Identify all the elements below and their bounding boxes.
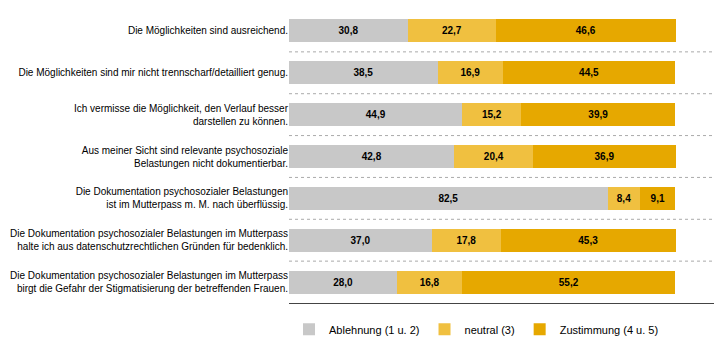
svg-text:39,9: 39,9 (588, 109, 608, 120)
svg-text:45,3: 45,3 (578, 235, 598, 246)
svg-text:16,8: 16,8 (420, 277, 440, 288)
svg-text:Die Dokumentation psychosozial: Die Dokumentation psychosozialer Belastu… (76, 186, 288, 210)
svg-text:36,9: 36,9 (595, 151, 615, 162)
svg-text:16,9: 16,9 (460, 67, 480, 78)
svg-text:neutral (3): neutral (3) (465, 324, 515, 336)
svg-text:8,4: 8,4 (617, 193, 631, 204)
svg-text:46,6: 46,6 (576, 25, 596, 36)
svg-text:44,5: 44,5 (579, 67, 599, 78)
svg-text:15,2: 15,2 (482, 109, 502, 120)
svg-text:Die Möglichkeiten sind mir nic: Die Möglichkeiten sind mir nicht trennsc… (18, 67, 288, 78)
svg-text:28,0: 28,0 (333, 277, 353, 288)
svg-text:Aus meiner Sicht sind relevant: Aus meiner Sicht sind relevante psychoso… (82, 145, 289, 169)
svg-text:Die Dokumentation psychosozial: Die Dokumentation psychosozialer Belastu… (10, 270, 288, 294)
svg-text:44,9: 44,9 (366, 109, 386, 120)
svg-text:37,0: 37,0 (351, 235, 371, 246)
svg-text:9,1: 9,1 (651, 193, 665, 204)
svg-text:82,5: 82,5 (438, 193, 458, 204)
svg-text:Zustimmung (4 u. 5): Zustimmung (4 u. 5) (560, 324, 658, 336)
svg-text:17,8: 17,8 (456, 235, 476, 246)
svg-text:30,8: 30,8 (339, 25, 359, 36)
svg-text:20,4: 20,4 (484, 151, 504, 162)
svg-text:38,5: 38,5 (353, 67, 373, 78)
svg-text:55,2: 55,2 (559, 277, 579, 288)
svg-text:Ich vermisse die Möglichkeit,: Ich vermisse die Möglichkeit, den Verlau… (74, 103, 289, 127)
svg-text:42,8: 42,8 (362, 151, 382, 162)
svg-text:Ablehnung (1 u. 2): Ablehnung (1 u. 2) (329, 324, 420, 336)
svg-text:22,7: 22,7 (442, 25, 462, 36)
svg-text:Die Dokumentation psychosozial: Die Dokumentation psychosozialer Belastu… (10, 228, 288, 252)
svg-text:Die Möglichkeiten sind ausreic: Die Möglichkeiten sind ausreichend. (128, 25, 288, 36)
